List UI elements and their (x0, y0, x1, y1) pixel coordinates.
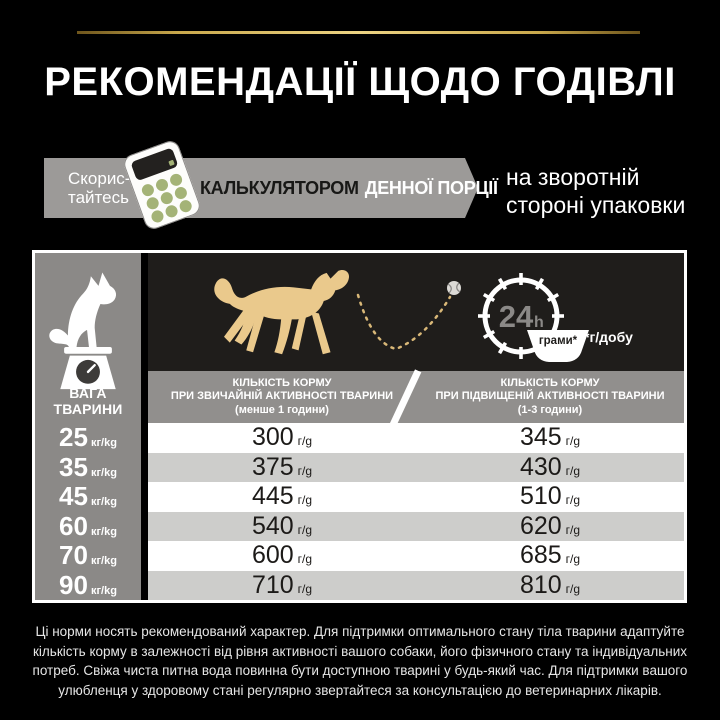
amount-cell: 345 г/g (519, 423, 581, 451)
amount-cell: 300 г/g (251, 423, 313, 451)
gold-divider-line (77, 31, 640, 34)
bowl-label: грами* (539, 335, 578, 347)
table-row: 375 г/g 430 г/g (148, 452, 684, 482)
banner-labels: КАЛЬКУЛЯТОРОМ ДЕННОЇ ПОРЦІЇ (200, 158, 498, 218)
banner-note-line2: стороні упаковки (506, 192, 686, 218)
banner-prefix-line2: тайтесь (68, 188, 129, 207)
clock-hours-text: 24 (499, 299, 534, 334)
running-dog-icon (214, 269, 350, 355)
column-divider (141, 253, 148, 600)
table-row: 600 г/g 685 г/g (148, 541, 684, 571)
grams-per-day-note: *г/добу (584, 329, 633, 345)
dog-on-scale-icon (49, 272, 117, 390)
table-row: 445 г/g 510 г/g (148, 482, 684, 512)
table-content: 24 h грами* *г/добу КІЛЬКІСТЬ КОРМУ ПРИ … (148, 253, 684, 600)
food-bowl-icon: грами* (527, 330, 589, 362)
page-title: РЕКОМЕНДАЦІЇ ЩОДО ГОДІВЛІ (44, 60, 676, 104)
footer-disclaimer: Ці норми носять рекомендований характер.… (32, 624, 688, 698)
banner-prefix-text: Скорис- тайтесь (68, 169, 130, 207)
table-header: КІЛЬКІСТЬ КОРМУ ПРИ ЗВИЧАЙНІЙ АКТИВНОСТІ… (148, 369, 684, 427)
calculator-indicator-dot (168, 159, 175, 167)
banner-side-note: на зворотній стороні упаковки (506, 163, 685, 219)
amount-cell: 375 г/g (251, 452, 313, 481)
amount-cell: 620 г/g (519, 511, 581, 540)
body-rows: 300 г/g 345 г/g 375 г/g 430 г/g 445 г/g 510 г/g 540 г… (148, 423, 684, 600)
header-normal-activity: КІЛЬКІСТЬ КОРМУ ПРИ ЗВИЧАЙНІЙ АКТИВНОСТІ… (170, 376, 394, 416)
amount-cell: 710 г/g (251, 570, 313, 599)
banner-note-line1: на зворотній (506, 164, 640, 190)
weight-column: ВАГА ТВАРИНИ 25 кг/kg 35 кг/kg 45 кг/kg 60 кг/k… (35, 253, 141, 600)
banner-label-calculator: КАЛЬКУЛЯТОРОМ (200, 177, 359, 198)
weight-row: 25 кг/kg (59, 422, 117, 452)
weight-row: 90 кг/kg (59, 569, 117, 600)
weight-column-header: ВАГА ТВАРИНИ (35, 253, 141, 423)
weight-column-title: ВАГА ТВАРИНИ (53, 385, 123, 417)
table-row: 710 г/g 810 г/g (148, 570, 684, 600)
calculator-keys (139, 171, 195, 226)
ball-icon (447, 281, 461, 295)
weight-row: 70 кг/kg (59, 540, 117, 570)
weight-row: 35 кг/kg (59, 451, 117, 482)
banner-label-portion: ДЕННОЇ ПОРЦІЇ (364, 177, 498, 198)
banner-prefix-line1: Скорис- (68, 169, 131, 188)
amount-cell: 430 г/g (519, 452, 581, 481)
amount-cell: 540 г/g (251, 511, 313, 540)
amount-cell: 810 г/g (519, 570, 581, 599)
table-illustration-strip: 24 h грами* *г/добу (148, 253, 684, 371)
weight-row: 60 кг/kg (59, 510, 117, 541)
amount-cell: 685 г/g (519, 541, 581, 569)
ball-trajectory (356, 281, 461, 351)
weight-rows: 25 кг/kg 35 кг/kg 45 кг/kg 60 кг/kg 70 кг/kg 90 кг/… (35, 422, 141, 600)
calculator-banner: Скорис- тайтесь КАЛЬКУЛЯТОРОМ ДЕННОЇ ПОР… (44, 158, 498, 218)
amount-cell: 445 г/g (251, 482, 313, 510)
weight-row: 45 кг/kg (59, 481, 117, 511)
header-high-activity: КІЛЬКІСТЬ КОРМУ ПРИ ПІДВИЩЕНІЙ АКТИВНОСТ… (435, 376, 665, 416)
clock-hours-unit: h (534, 314, 544, 331)
amount-cell: 510 г/g (519, 482, 581, 510)
table-row: 540 г/g 620 г/g (148, 511, 684, 541)
feeding-table: ВАГА ТВАРИНИ 25 кг/kg 35 кг/kg 45 кг/kg 60 кг/k… (32, 250, 687, 603)
banner-arrow-ribbon (44, 158, 478, 218)
table-row: 300 г/g 345 г/g (148, 423, 684, 453)
amount-cell: 600 г/g (251, 541, 313, 569)
